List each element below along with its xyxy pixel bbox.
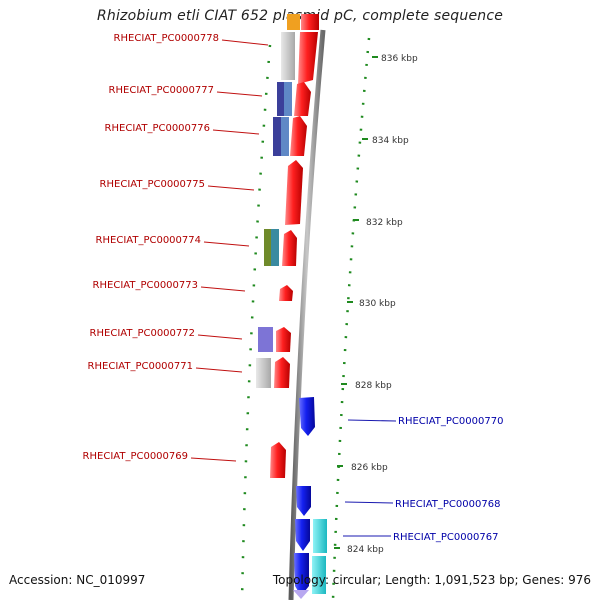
gene-reverse-bottom (294, 553, 309, 596)
gene-forward-776 (290, 116, 307, 156)
gene-label-768[interactable]: RHECIAT_PC0000768 (395, 499, 500, 510)
cog-box-steel-777 (284, 82, 292, 116)
ruler-label-832: 832 kbp (366, 218, 403, 228)
cog-box-orange (287, 14, 300, 30)
gene-forward-778 (298, 32, 318, 84)
gene-reverse-770 (299, 397, 315, 436)
label-group-771: RHECIAT_PC0000771 (88, 361, 243, 373)
cog-box-lavender-772 (258, 327, 273, 352)
gene-forward-top (301, 14, 319, 30)
gene-reverse-768 (296, 486, 311, 516)
ruler-tick-828: 828 kbp (341, 381, 392, 391)
gene-label-776[interactable]: RHECIAT_PC0000776 (105, 123, 210, 134)
gene-label-774[interactable]: RHECIAT_PC0000774 (96, 235, 201, 246)
ruler-tick-836: 836 kbp (372, 54, 418, 64)
label-group-768: RHECIAT_PC0000768 (344, 499, 500, 510)
label-group-778: RHECIAT_PC0000778 (114, 33, 269, 46)
ruler-label-826: 826 kbp (351, 463, 388, 473)
accession-text: Accession: NC_010997 (9, 573, 146, 587)
ruler-tick-832: 832 kbp (353, 218, 403, 228)
gene-label-777[interactable]: RHECIAT_PC0000777 (109, 85, 214, 96)
ruler-tick-830: 830 kbp (347, 299, 396, 309)
gene-label-771[interactable]: RHECIAT_PC0000771 (88, 361, 193, 372)
label-group-777: RHECIAT_PC0000777 (109, 85, 263, 97)
label-group-767: RHECIAT_PC0000767 (343, 532, 498, 543)
gene-label-778[interactable]: RHECIAT_PC0000778 (114, 33, 219, 44)
ruler-tick-826: 826 kbp (337, 463, 388, 473)
gene-forward-769 (270, 442, 286, 478)
label-group-774: RHECIAT_PC0000774 (96, 235, 250, 247)
cog-box-steel-776 (281, 117, 289, 156)
gene-reverse-767 (295, 519, 310, 551)
ruler-label-836: 836 kbp (381, 54, 418, 64)
cog-box-gray-771 (256, 358, 271, 388)
label-group-773: RHECIAT_PC0000773 (93, 280, 246, 292)
label-group-775: RHECIAT_PC0000775 (100, 179, 255, 191)
label-group-769: RHECIAT_PC0000769 (83, 451, 237, 462)
gene-label-770[interactable]: RHECIAT_PC0000770 (398, 416, 503, 427)
label-group-772: RHECIAT_PC0000772 (90, 328, 243, 340)
gene-reverse-partial (293, 590, 309, 599)
gene-forward-775 (285, 160, 303, 225)
plasmid-backbone (288, 29, 326, 600)
cog-box-gray-778 (281, 32, 295, 80)
gene-label-775[interactable]: RHECIAT_PC0000775 (100, 179, 205, 190)
cog-box-navy-777 (277, 82, 284, 116)
gene-forward-772 (276, 327, 291, 352)
cog-box-navy-776 (273, 117, 281, 156)
gene-label-773[interactable]: RHECIAT_PC0000773 (93, 280, 198, 291)
gene-label-769[interactable]: RHECIAT_PC0000769 (83, 451, 188, 462)
cog-box-cyan-767 (313, 519, 327, 553)
ruler-label-824: 824 kbp (347, 545, 384, 555)
gene-forward-771 (274, 357, 290, 388)
ruler-tick-824: 824 kbp (334, 545, 384, 555)
cog-box-teal-774 (271, 229, 279, 266)
gene-label-767[interactable]: RHECIAT_PC0000767 (393, 532, 498, 543)
label-group-776: RHECIAT_PC0000776 (105, 123, 260, 135)
cog-box-olive-774 (264, 229, 271, 266)
summary-text: Topology: circular; Length: 1,091,523 bp… (272, 573, 591, 587)
ruler-label-830: 830 kbp (359, 299, 396, 309)
ruler-tick-834: 834 kbp (362, 136, 409, 146)
gene-label-772[interactable]: RHECIAT_PC0000772 (90, 328, 195, 339)
ruler-label-828: 828 kbp (355, 381, 392, 391)
gene-forward-773 (279, 285, 293, 301)
ruler-label-834: 834 kbp (372, 136, 409, 146)
ruler-ring-outer (331, 37, 371, 600)
label-group-770: RHECIAT_PC0000770 (347, 416, 503, 427)
gene-forward-774 (282, 230, 297, 266)
cog-box-cyan-bottom (312, 556, 326, 594)
gene-forward-777 (294, 82, 311, 116)
cog-ring-inner (240, 44, 272, 600)
